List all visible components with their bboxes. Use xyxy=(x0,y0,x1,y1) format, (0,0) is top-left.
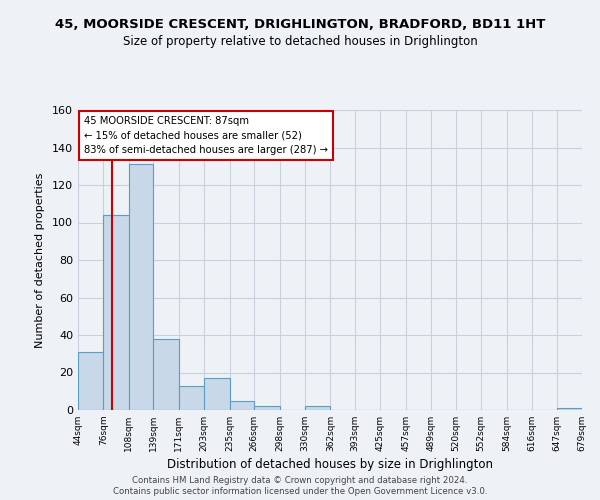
Bar xyxy=(204,378,230,410)
Bar xyxy=(305,406,331,410)
Bar xyxy=(557,408,582,410)
Y-axis label: Number of detached properties: Number of detached properties xyxy=(35,172,45,348)
Text: Contains HM Land Registry data © Crown copyright and database right 2024.: Contains HM Land Registry data © Crown c… xyxy=(132,476,468,485)
Text: Contains public sector information licensed under the Open Government Licence v3: Contains public sector information licen… xyxy=(113,488,487,496)
Bar xyxy=(254,406,280,410)
X-axis label: Distribution of detached houses by size in Drighlington: Distribution of detached houses by size … xyxy=(167,458,493,471)
Bar xyxy=(230,400,254,410)
Text: Size of property relative to detached houses in Drighlington: Size of property relative to detached ho… xyxy=(122,35,478,48)
Bar xyxy=(179,386,204,410)
Text: 45 MOORSIDE CRESCENT: 87sqm
← 15% of detached houses are smaller (52)
83% of sem: 45 MOORSIDE CRESCENT: 87sqm ← 15% of det… xyxy=(85,116,328,155)
Bar xyxy=(103,215,129,410)
Bar xyxy=(78,352,103,410)
Text: 45, MOORSIDE CRESCENT, DRIGHLINGTON, BRADFORD, BD11 1HT: 45, MOORSIDE CRESCENT, DRIGHLINGTON, BRA… xyxy=(55,18,545,30)
Bar xyxy=(154,339,179,410)
Bar xyxy=(129,164,154,410)
